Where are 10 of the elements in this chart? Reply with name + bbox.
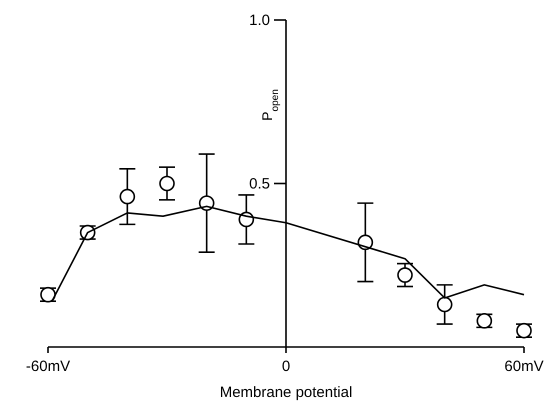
y-tick-label: 0.5 (249, 176, 270, 192)
point (120, 188, 136, 204)
x-axis-title: Membrane potential (220, 384, 352, 401)
point (397, 267, 413, 283)
x-tick-label: -60mV (26, 358, 70, 375)
point (159, 176, 175, 192)
point (436, 296, 452, 312)
x-tick-label: 60mV (504, 358, 544, 375)
x-tick-label: 0 (282, 358, 290, 375)
y-tick-label: 1.0 (249, 12, 270, 29)
